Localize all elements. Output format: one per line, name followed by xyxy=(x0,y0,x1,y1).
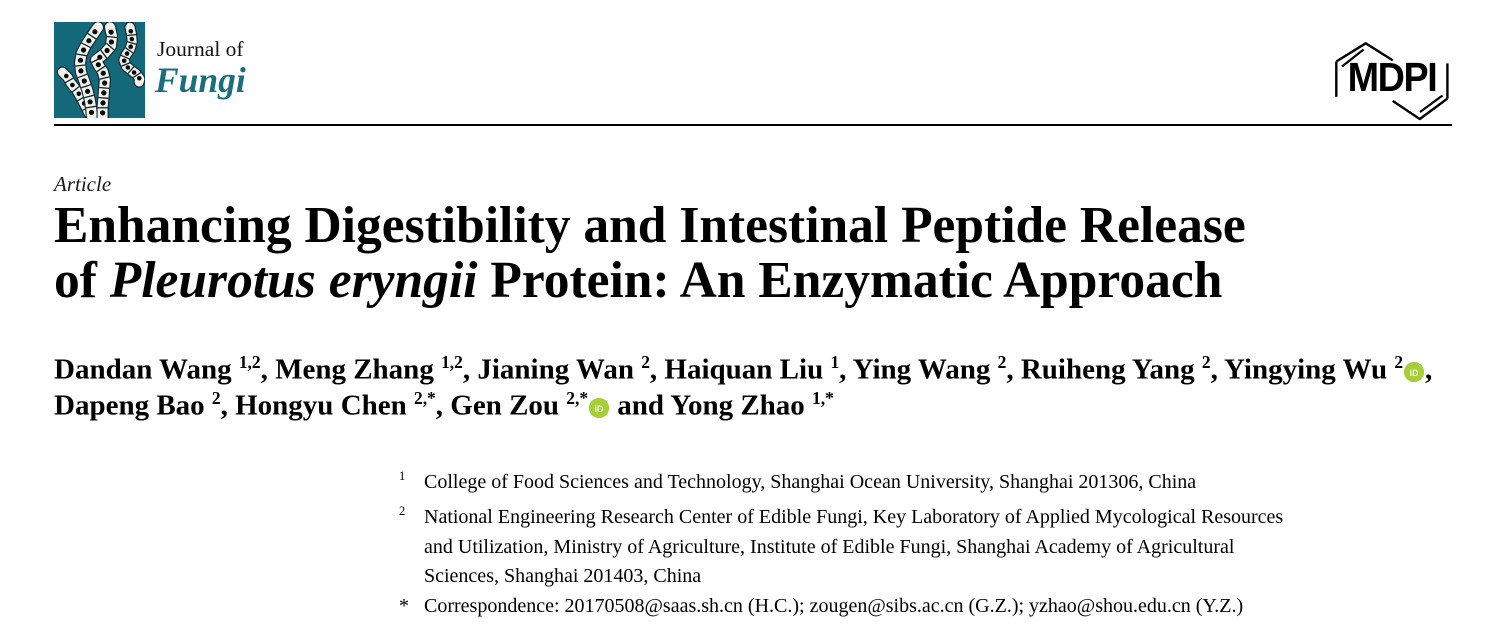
svg-text:iD: iD xyxy=(595,404,605,414)
svg-text:iD: iD xyxy=(1410,367,1420,377)
svg-text:MDPI: MDPI xyxy=(1348,55,1437,101)
